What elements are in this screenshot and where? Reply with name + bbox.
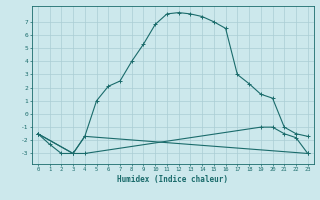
X-axis label: Humidex (Indice chaleur): Humidex (Indice chaleur) <box>117 175 228 184</box>
